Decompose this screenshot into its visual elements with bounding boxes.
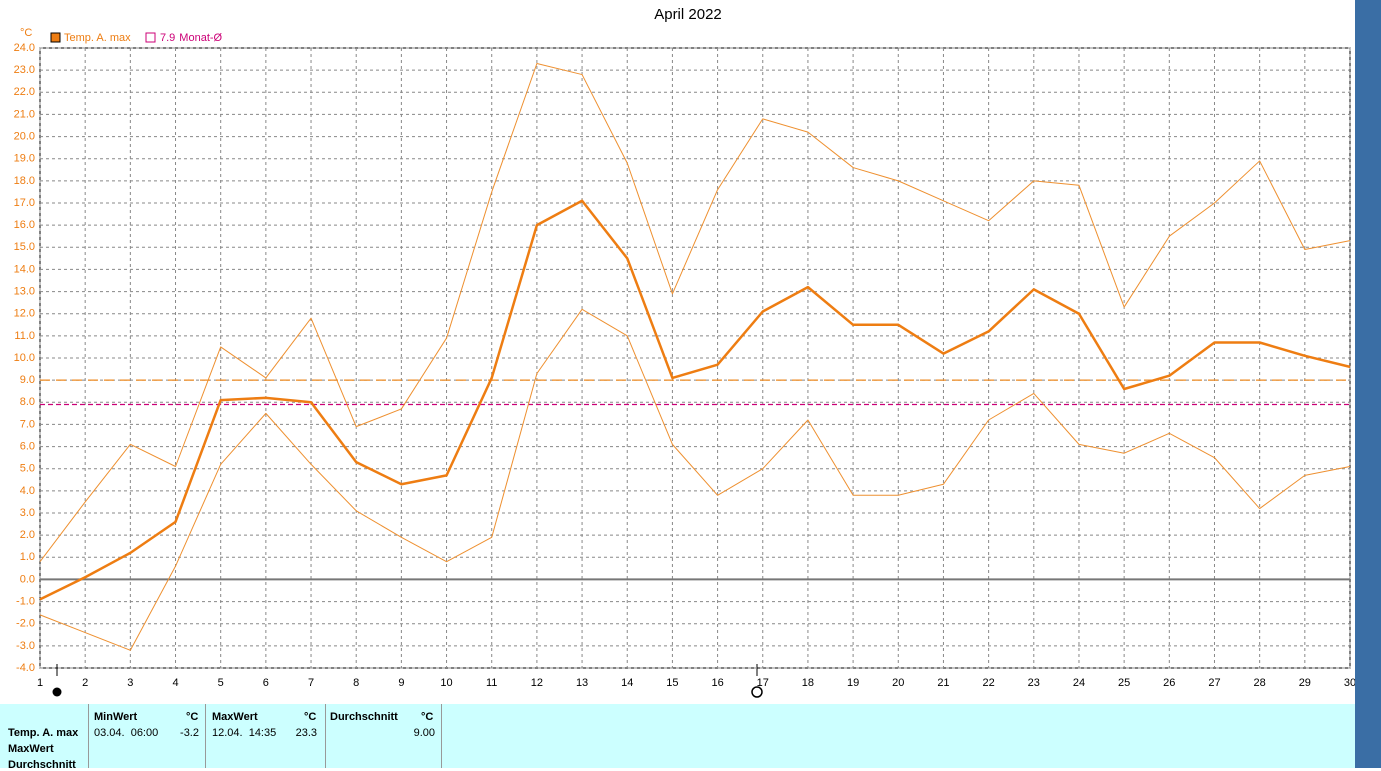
col-header: MinWert: [94, 711, 138, 723]
col-header: MaxWert: [212, 711, 258, 723]
separator: [205, 704, 206, 768]
min-time: 03.04. 06:00: [94, 727, 159, 739]
y-tick-label: 1.0: [20, 551, 35, 563]
x-tick-label: 2: [82, 677, 88, 689]
x-tick-label: 21: [937, 677, 949, 689]
row-label: Temp. A. max: [8, 727, 79, 739]
legend-label: Temp. A. max: [64, 32, 131, 44]
y-tick-label: 13.0: [14, 285, 35, 297]
legend-swatch: [145, 32, 156, 43]
chart: April 2022 °C Temp. A. max 7.9 Monat-Ø -4…: [14, 6, 1355, 698]
y-tick-label: 6.0: [20, 440, 35, 452]
x-tick-label: 10: [440, 677, 452, 689]
x-tick-label: 25: [1118, 677, 1130, 689]
x-tick-label: 27: [1208, 677, 1220, 689]
mean-line: [39, 199, 1351, 601]
y-tick-label: -2.0: [16, 618, 35, 630]
col-header: Durchschnitt: [330, 711, 398, 723]
x-tick-label: 8: [353, 677, 359, 689]
new-moon-icon: [52, 687, 62, 697]
y-tick-label: 3.0: [20, 507, 35, 519]
desktop-edge: [1355, 0, 1381, 768]
full-moon-icon: [751, 686, 763, 698]
x-tick-label: 5: [218, 677, 224, 689]
y-tick-label: 15.0: [14, 241, 35, 253]
range-line: [39, 308, 1351, 651]
x-tick-label: 28: [1254, 677, 1266, 689]
separator: [88, 704, 89, 768]
y-tick-label: 14.0: [14, 263, 35, 275]
x-tick-label: 18: [802, 677, 814, 689]
legend-swatch: [50, 32, 61, 43]
x-tick-label: 9: [398, 677, 404, 689]
y-unit: °C: [20, 27, 32, 39]
x-tick-label: 3: [127, 677, 133, 689]
x-tick-label: 17: [757, 677, 769, 689]
chart-title: April 2022: [654, 6, 722, 23]
separator: [441, 704, 442, 768]
y-tick-label: 24.0: [14, 42, 35, 54]
x-tick-label: 29: [1299, 677, 1311, 689]
stats-panel: MinWert °C MaxWert °C Durchschnitt °C Te…: [0, 704, 1355, 771]
x-tick-label: 30: [1344, 677, 1355, 689]
x-tick-label: 26: [1163, 677, 1175, 689]
x-tick-label: 20: [892, 677, 904, 689]
x-tick-label: 16: [711, 677, 723, 689]
y-tick-label: 18.0: [14, 175, 35, 187]
legend-label: 7.9 Monat-Ø: [160, 32, 223, 44]
max-time: 12.04. 14:35: [212, 727, 277, 739]
x-tick-label: 7: [308, 677, 314, 689]
legend-value: 7.9: [160, 32, 175, 44]
y-tick-label: 23.0: [14, 64, 35, 76]
x-tick-label: 24: [1073, 677, 1085, 689]
y-tick-label: 16.0: [14, 219, 35, 231]
separator: [325, 704, 326, 768]
x-tick-label: 13: [576, 677, 588, 689]
y-tick-label: -1.0: [16, 595, 35, 607]
y-tick-label: 19.0: [14, 153, 35, 165]
col-unit: °C: [304, 711, 317, 723]
y-tick-label: 4.0: [20, 485, 35, 497]
range-line: [39, 63, 1351, 563]
y-tick-label: 22.0: [14, 86, 35, 98]
col-unit: °C: [186, 711, 199, 723]
x-tick-label: 6: [263, 677, 269, 689]
x-tick-label: 12: [531, 677, 543, 689]
y-tick-label: 5.0: [20, 463, 35, 475]
y-tick-label: 10.0: [14, 352, 35, 364]
max-value: 23.3: [295, 727, 317, 739]
x-tick-label: 11: [486, 677, 497, 689]
x-tick-label: 22: [982, 677, 994, 689]
y-tick-label: 8.0: [20, 396, 35, 408]
x-tick-label: 4: [172, 677, 178, 689]
y-tick-label: 12.0: [14, 308, 35, 320]
min-value: -3.2: [180, 727, 199, 739]
y-tick-label: 20.0: [14, 130, 35, 142]
x-tick-label: 1: [37, 677, 43, 689]
x-tick-label: 15: [666, 677, 678, 689]
row-label: MaxWert: [8, 743, 54, 755]
legend-text: Monat-Ø: [179, 32, 222, 44]
avg-value: 9.00: [413, 727, 435, 739]
y-tick-label: 9.0: [20, 374, 35, 386]
x-tick-label: 14: [621, 677, 633, 689]
x-tick-label: 23: [1028, 677, 1040, 689]
x-tick-label: 19: [847, 677, 859, 689]
y-tick-label: 7.0: [20, 418, 35, 430]
y-tick-label: 0.0: [20, 573, 35, 585]
col-unit: °C: [421, 711, 434, 723]
y-tick-label: -3.0: [16, 640, 35, 652]
y-tick-label: -4.0: [16, 662, 35, 674]
y-tick-label: 21.0: [14, 108, 35, 120]
y-tick-label: 17.0: [14, 197, 35, 209]
y-tick-label: 2.0: [20, 529, 35, 541]
row-label: Durchschnitt: [8, 759, 76, 771]
y-tick-label: 11.0: [14, 330, 35, 342]
